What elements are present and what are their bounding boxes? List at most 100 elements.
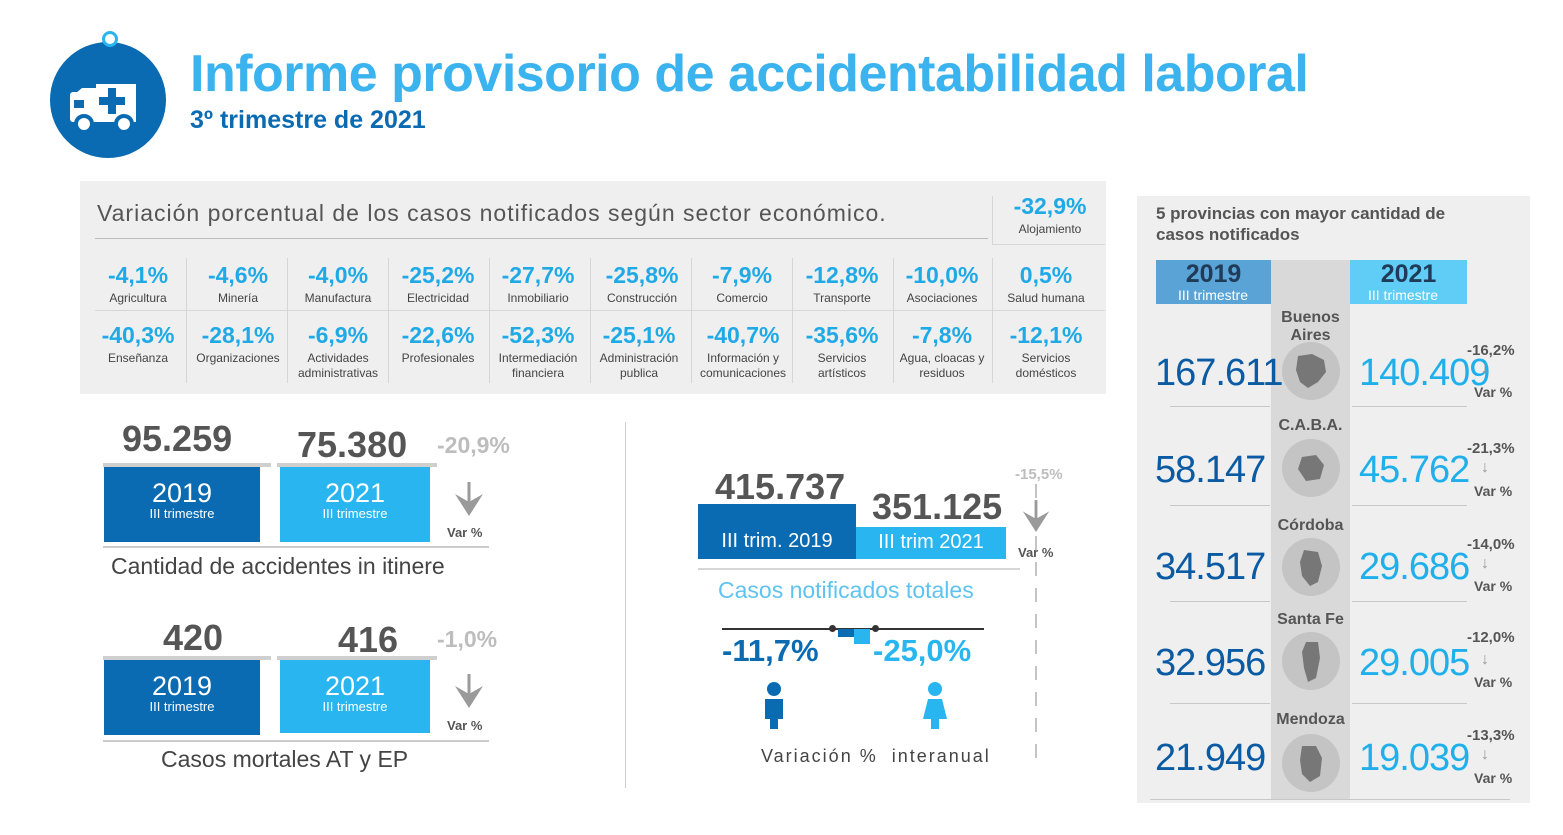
sector-value: -27,7% <box>501 262 575 288</box>
mortales-pct: -1,0% <box>437 626 498 652</box>
divider <box>625 422 626 788</box>
divider <box>1150 799 1510 800</box>
page-title: Informe provisorio de accidentabilidad l… <box>190 45 1309 103</box>
sector-value: -4,0% <box>307 262 369 288</box>
itinere-bar-2021: 2021 III trimestre <box>280 467 430 542</box>
variacion-label: Variación % interanual <box>761 746 991 766</box>
bar-shadow <box>277 463 437 467</box>
totales-bar-2019: III trim. 2019 <box>698 504 856 559</box>
sector-label: Agricultura <box>109 291 167 305</box>
itinere-bar-2019: 2019 III trimestre <box>104 467 260 542</box>
totales-caption: Casos notificados totales <box>718 577 974 603</box>
sector-value: -22,6% <box>401 322 475 348</box>
divider <box>992 258 993 383</box>
provinces-header-2021: 2021 III trimestre <box>1350 260 1467 304</box>
ambulance-icon <box>70 84 136 134</box>
female-marker <box>854 629 870 644</box>
sector-label: Servicios domésticos <box>1015 351 1077 380</box>
province-map-icon <box>1282 439 1340 497</box>
provinces-title: 5 provincias con mayor cantidad de casos… <box>1156 204 1446 244</box>
sector-cell: -22,6% Profesionales <box>388 322 488 366</box>
sector-label: Alojamiento <box>1018 222 1082 236</box>
sector-value: -28,1% <box>201 322 275 348</box>
province-2021-value: 45.762 <box>1359 449 1470 491</box>
divider <box>691 258 692 383</box>
divider <box>992 244 1105 245</box>
sector-cell: -28,1% Organizaciones <box>188 322 288 366</box>
sector-label: Servicios artísticos <box>817 351 867 380</box>
sector-label: Transporte <box>813 291 871 305</box>
sector-cell: -40,7% Información y comunicaciones <box>692 322 794 381</box>
sector-label: Manufactura <box>304 291 372 305</box>
var-label: Var % <box>1018 545 1054 560</box>
down-arrow-icon <box>455 674 483 708</box>
header-trimestre: III trimestre <box>1178 287 1249 303</box>
sector-cell: -10,0% Asociaciones <box>892 262 992 306</box>
sector-label: Agua, cloacas y residuos <box>899 351 985 380</box>
male-pct: -11,7% <box>722 633 819 668</box>
sector-value: -40,3% <box>101 322 175 348</box>
dashed-divider <box>1035 484 1037 764</box>
divider <box>103 740 489 742</box>
sector-label: Administración publica <box>599 351 679 380</box>
divider <box>186 258 187 383</box>
var-label: Var % <box>1474 384 1513 400</box>
divider <box>792 258 793 383</box>
province-2019-value: 32.956 <box>1155 642 1266 684</box>
sector-cell: 0,5% Salud humana <box>993 262 1099 306</box>
mortales-bar-2021: 2021 III trimestre <box>280 660 430 733</box>
bar-trimestre: III trimestre <box>322 506 388 521</box>
sector-cell: -25,1% Administración publica <box>589 322 689 381</box>
page-subtitle: 3º trimestre de 2021 <box>190 106 426 134</box>
province-2019-value: 34.517 <box>1155 546 1266 588</box>
var-label: Var % <box>1474 578 1513 594</box>
bar-year: 2019 <box>151 671 213 701</box>
sector-value: -12,1% <box>1009 322 1083 348</box>
divider <box>1170 406 1270 407</box>
bar-year: 2019 <box>151 478 213 508</box>
sector-panel <box>80 181 1106 394</box>
sector-value: -35,6% <box>805 322 879 348</box>
divider <box>388 258 389 383</box>
sector-value: -25,1% <box>602 322 676 348</box>
province-name: Buenos Aires <box>1281 309 1340 344</box>
province-2021-value: 19.039 <box>1359 737 1470 779</box>
province-2021-value: 29.686 <box>1359 546 1470 588</box>
province-pct: -21,3% <box>1467 440 1515 457</box>
header-year: 2021 <box>1380 260 1437 288</box>
province-pct: -14,0% <box>1467 536 1515 553</box>
sector-cell: -4,0% Manufactura <box>288 262 388 306</box>
bar-year: 2021 <box>324 478 386 508</box>
divider <box>103 546 489 548</box>
province-pct: -16,2% <box>1467 342 1515 359</box>
sector-label: Profesionales <box>401 351 475 365</box>
sector-value: -32,9% <box>1013 193 1087 219</box>
itinere-pct: -20,9% <box>437 432 510 458</box>
sector-heading: Variación porcentual de los casos notifi… <box>97 200 887 226</box>
divider <box>489 258 490 383</box>
sector-label: Enseñanza <box>107 351 169 365</box>
bar-shadow <box>103 656 271 660</box>
female-person-icon <box>923 682 947 729</box>
down-arrow-icon: ↓ <box>1481 555 1489 572</box>
down-arrow-icon <box>1022 500 1050 533</box>
sector-label: Asociaciones <box>906 291 978 305</box>
province-pct: -13,3% <box>1467 727 1515 744</box>
totales-pct: -15,5% <box>1015 466 1063 483</box>
sector-value: -52,3% <box>501 322 575 348</box>
totales-bar-2021: III trim 2021 <box>856 527 1006 559</box>
itinere-2019-value: 95.259 <box>122 418 233 459</box>
divider <box>1352 601 1467 602</box>
down-arrow-icon: ↓ <box>1481 651 1489 668</box>
bar-shadow <box>103 463 271 467</box>
sector-cell: -7,9% Comercio <box>692 262 792 306</box>
province-2019-value: 167.611 <box>1155 352 1284 394</box>
province-name: C.A.B.A. <box>1278 417 1343 434</box>
bar-label: III trim. 2019 <box>721 530 833 552</box>
sector-cell: -35,6% Servicios artísticos <box>792 322 892 381</box>
var-label: Var % <box>1474 674 1513 690</box>
header-trimestre: III trimestre <box>1368 287 1439 303</box>
var-label: Var % <box>447 718 483 733</box>
sector-cell: -52,3% Intermediación financiera <box>488 322 588 381</box>
down-arrow-icon: ↓ <box>1481 360 1489 377</box>
